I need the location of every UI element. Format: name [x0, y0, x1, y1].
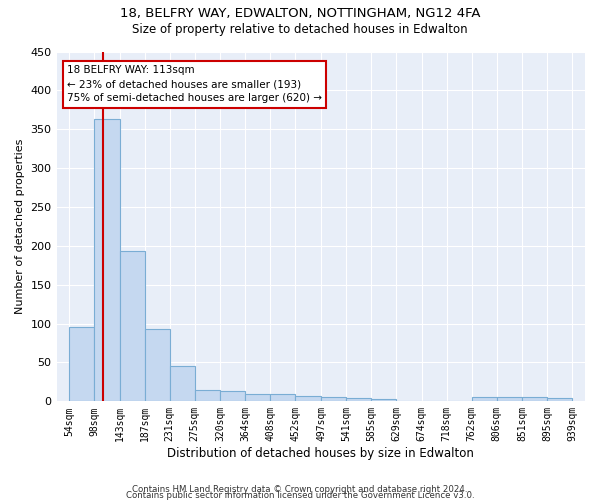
Text: 18, BELFRY WAY, EDWALTON, NOTTINGHAM, NG12 4FA: 18, BELFRY WAY, EDWALTON, NOTTINGHAM, NG… — [120, 8, 480, 20]
Bar — [195, 390, 220, 402]
Bar — [346, 398, 371, 402]
Text: Contains HM Land Registry data © Crown copyright and database right 2024.: Contains HM Land Registry data © Crown c… — [132, 485, 468, 494]
Bar — [170, 366, 195, 402]
Text: Contains public sector information licensed under the Government Licence v3.0.: Contains public sector information licen… — [125, 491, 475, 500]
Bar — [69, 328, 94, 402]
Bar — [271, 394, 295, 402]
Bar — [371, 399, 396, 402]
Bar — [295, 396, 321, 402]
Bar — [472, 398, 497, 402]
Bar — [321, 396, 346, 402]
Text: 18 BELFRY WAY: 113sqm
← 23% of detached houses are smaller (193)
75% of semi-det: 18 BELFRY WAY: 113sqm ← 23% of detached … — [67, 66, 322, 104]
X-axis label: Distribution of detached houses by size in Edwalton: Distribution of detached houses by size … — [167, 447, 474, 460]
Bar — [497, 398, 523, 402]
Bar — [523, 398, 547, 402]
Bar — [119, 252, 145, 402]
Bar — [547, 398, 572, 402]
Bar — [245, 394, 271, 402]
Y-axis label: Number of detached properties: Number of detached properties — [15, 138, 25, 314]
Bar — [145, 329, 170, 402]
Bar — [220, 391, 245, 402]
Text: Size of property relative to detached houses in Edwalton: Size of property relative to detached ho… — [132, 22, 468, 36]
Bar — [94, 119, 119, 402]
